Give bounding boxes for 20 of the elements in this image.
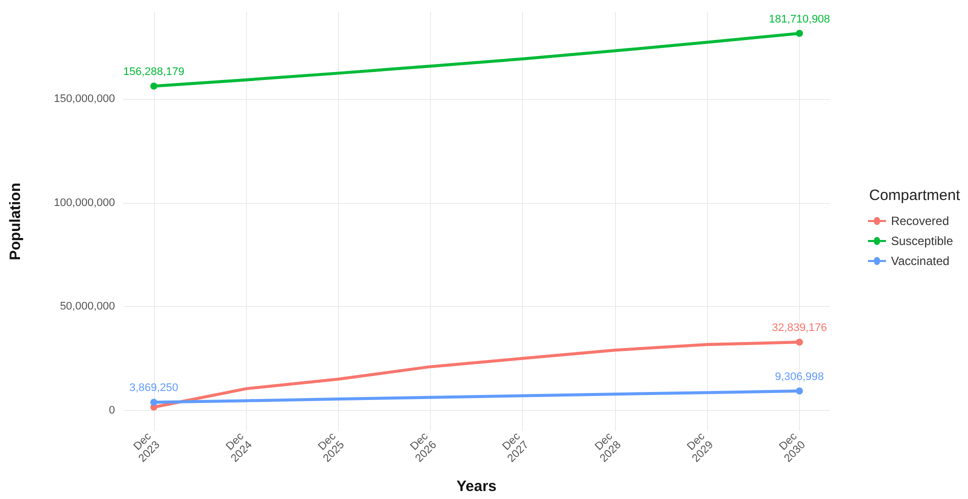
- y-axis-title: Population: [7, 182, 24, 260]
- point: [796, 387, 803, 394]
- data-label: 156,288,179: [123, 66, 184, 78]
- point: [796, 30, 803, 37]
- y-tick-label: 50,000,000: [60, 300, 115, 313]
- legend-label: Vaccinated: [890, 254, 950, 268]
- data-label: 32,839,176: [772, 322, 827, 334]
- y-tick-label: 100,000,000: [54, 196, 115, 209]
- point: [796, 338, 803, 346]
- data-label: 181,710,908: [768, 13, 830, 26]
- y-tick-label: 0: [108, 404, 115, 416]
- legend-label: Recovered: [890, 214, 949, 228]
- legend-title: Compartment: [869, 187, 961, 204]
- x-axis-title: Years: [456, 478, 497, 495]
- data-label: 9,306,998: [774, 370, 824, 383]
- point: [150, 82, 158, 90]
- data-label: 3,869,250: [129, 382, 178, 394]
- y-tick-label: 150,000,000: [54, 93, 115, 106]
- point: [150, 398, 158, 406]
- legend-label: Susceptible: [890, 234, 954, 248]
